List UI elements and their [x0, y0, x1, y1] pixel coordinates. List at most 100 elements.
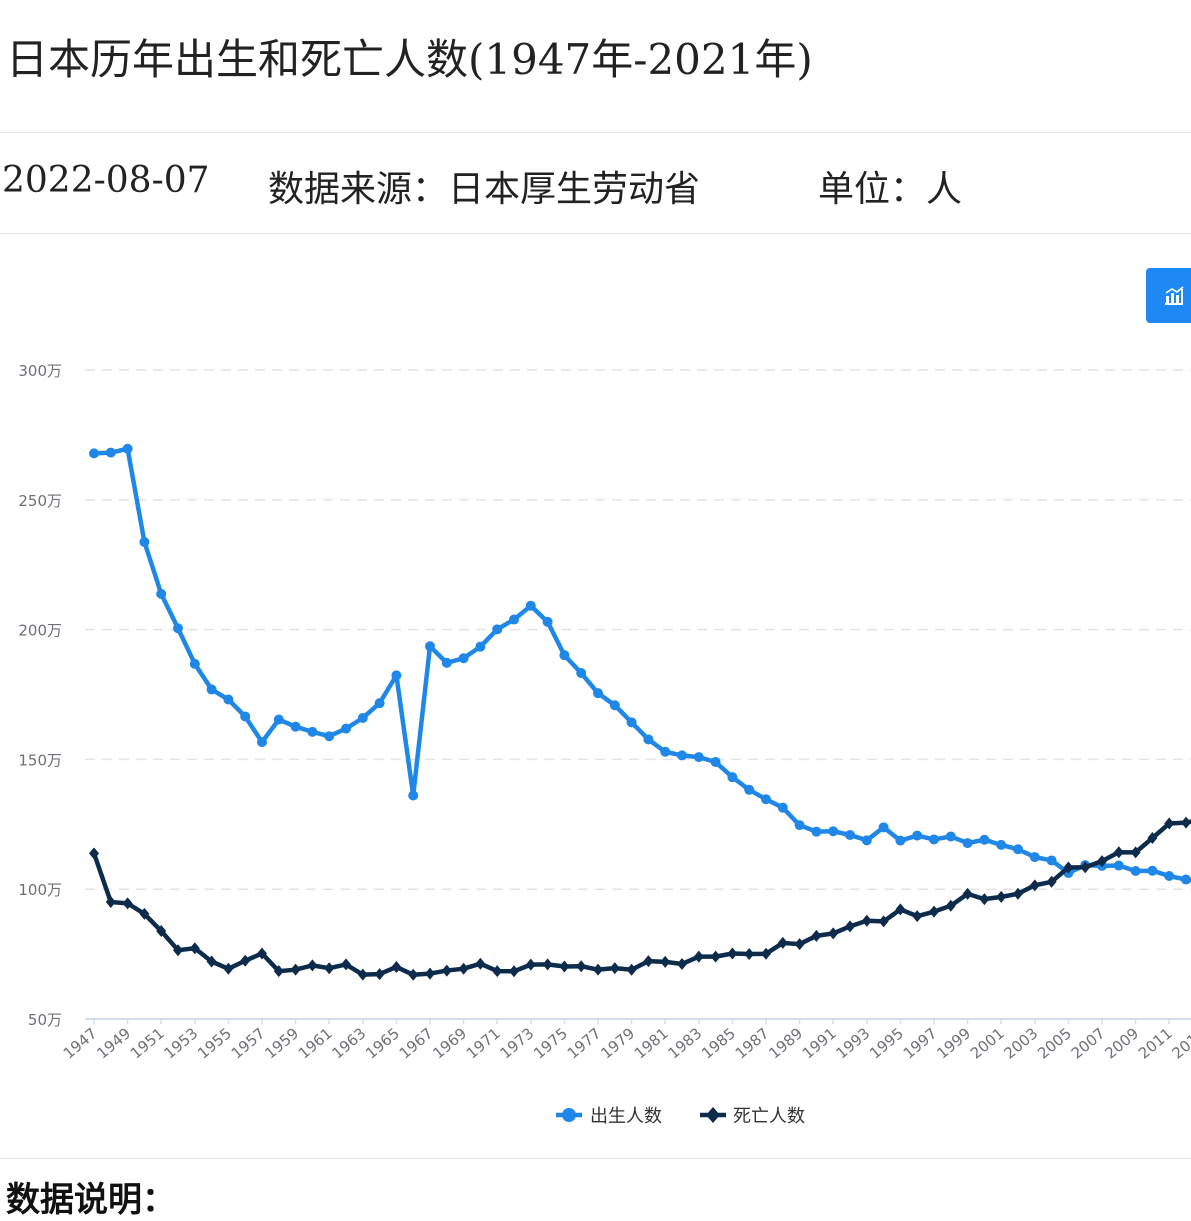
deaths-data-point — [173, 944, 183, 957]
deaths-data-point — [744, 947, 755, 960]
deaths-data-point — [223, 962, 234, 975]
x-tick-label: 1991 — [799, 1024, 840, 1062]
x-tick-label: 1971 — [463, 1024, 504, 1062]
births-data-point — [391, 670, 402, 681]
y-tick-label: 300万 — [18, 362, 62, 380]
births-data-point — [811, 826, 822, 837]
deaths-data-point — [559, 960, 570, 973]
meta-bar: 2022-08-07 数据来源：日本厚生劳动省 单位：人 — [0, 160, 1191, 210]
births-data-point — [139, 536, 150, 547]
births-data-point — [173, 623, 183, 634]
x-tick-label: 2005 — [1034, 1024, 1075, 1062]
deaths-data-point — [609, 962, 620, 975]
deaths-data-point — [357, 968, 368, 981]
births-data-point — [895, 835, 906, 846]
births-data-point — [1130, 866, 1141, 877]
deaths-data-point — [861, 914, 872, 927]
deaths-data-point — [1029, 879, 1040, 892]
deaths-data-point — [828, 927, 839, 940]
deaths-data-point — [593, 963, 603, 976]
y-tick-label: 50万 — [28, 1011, 62, 1029]
births-data-point — [1029, 852, 1040, 863]
x-tick-label: 2003 — [1001, 1024, 1042, 1062]
births-data-point — [156, 588, 167, 599]
births-data-point — [878, 822, 889, 833]
births-data-point — [593, 688, 603, 699]
x-tick-label: 1967 — [396, 1024, 437, 1062]
deaths-data-point — [996, 890, 1007, 903]
x-tick-label: 1969 — [429, 1024, 470, 1062]
x-tick-label: 2001 — [967, 1024, 1008, 1062]
x-tick-label: 1977 — [564, 1024, 605, 1062]
births-data-point — [425, 641, 435, 652]
births-series-line — [93, 446, 1191, 883]
births-data-point — [1013, 844, 1023, 855]
deaths-data-point — [257, 947, 267, 960]
deaths-data-point — [408, 968, 419, 981]
data-source: 数据来源：日本厚生劳动省 — [268, 169, 701, 210]
deaths-data-point — [777, 936, 788, 949]
deaths-data-point — [458, 962, 469, 975]
births-data-point — [475, 641, 486, 652]
births-data-point — [257, 737, 267, 748]
x-tick-label: 1979 — [597, 1024, 638, 1062]
y-tick-label: 250万 — [18, 492, 62, 510]
births-data-point — [979, 834, 990, 845]
deaths-data-point — [811, 929, 822, 942]
deaths-data-point — [660, 955, 671, 968]
deaths-data-point — [929, 905, 939, 918]
births-legend-marker — [562, 1108, 576, 1122]
x-tick-label: 1997 — [900, 1024, 941, 1062]
chart-type-toggle-button[interactable] — [1146, 268, 1191, 323]
publish-date: 2022-08-07 — [2, 160, 210, 201]
x-tick-label: 1995 — [866, 1024, 907, 1062]
x-tick-label: 1987 — [732, 1024, 773, 1062]
x-tick-label: 1951 — [127, 1024, 168, 1062]
births-data-point — [576, 668, 587, 679]
deaths-series-line — [91, 819, 1191, 978]
births-data-point — [609, 700, 620, 711]
births-data-point — [845, 829, 855, 840]
births-data-point — [828, 826, 839, 837]
births-data-point — [324, 731, 335, 742]
births-data-point — [492, 624, 503, 635]
y-tick-label: 200万 — [18, 622, 62, 640]
x-tick-label: 1989 — [765, 1024, 806, 1062]
births-legend-label: 出生人数 — [590, 1106, 662, 1127]
births-data-point — [626, 717, 637, 728]
deaths-data-point — [89, 847, 99, 860]
deaths-legend-marker — [706, 1107, 720, 1123]
deaths-data-point — [374, 968, 385, 981]
births-data-point — [525, 600, 536, 611]
births-data-point — [542, 616, 553, 627]
deaths-data-point — [240, 954, 251, 967]
births-data-point — [458, 653, 469, 664]
x-tick-label: 1973 — [497, 1024, 538, 1062]
data-notes-heading: 数据说明： — [6, 1180, 176, 1220]
x-tick-label: 1965 — [362, 1024, 403, 1062]
births-data-point — [374, 698, 385, 709]
births-data-point — [744, 784, 755, 795]
births-data-point — [777, 802, 788, 813]
births-data-point — [206, 684, 217, 695]
births-data-point — [912, 830, 923, 841]
births-data-point — [643, 734, 654, 745]
deaths-data-point — [307, 959, 318, 972]
births-data-point — [929, 834, 939, 845]
births-data-point — [660, 746, 671, 757]
deaths-data-point — [492, 965, 503, 978]
deaths-data-point — [945, 899, 956, 912]
deaths-data-point — [693, 950, 704, 963]
deaths-data-point — [727, 947, 738, 960]
deaths-data-point — [878, 915, 889, 928]
births-data-point — [122, 443, 133, 454]
unit-label: 单位：人 — [818, 169, 963, 210]
births-data-point — [89, 448, 99, 459]
births-data-point — [962, 838, 973, 849]
births-data-point — [1113, 860, 1124, 871]
deaths-data-point — [1097, 855, 1107, 868]
x-tick-label: 2007 — [1068, 1024, 1109, 1062]
deaths-data-point — [1113, 846, 1124, 859]
x-tick-label: 1961 — [295, 1024, 336, 1062]
deaths-data-point — [542, 958, 553, 971]
